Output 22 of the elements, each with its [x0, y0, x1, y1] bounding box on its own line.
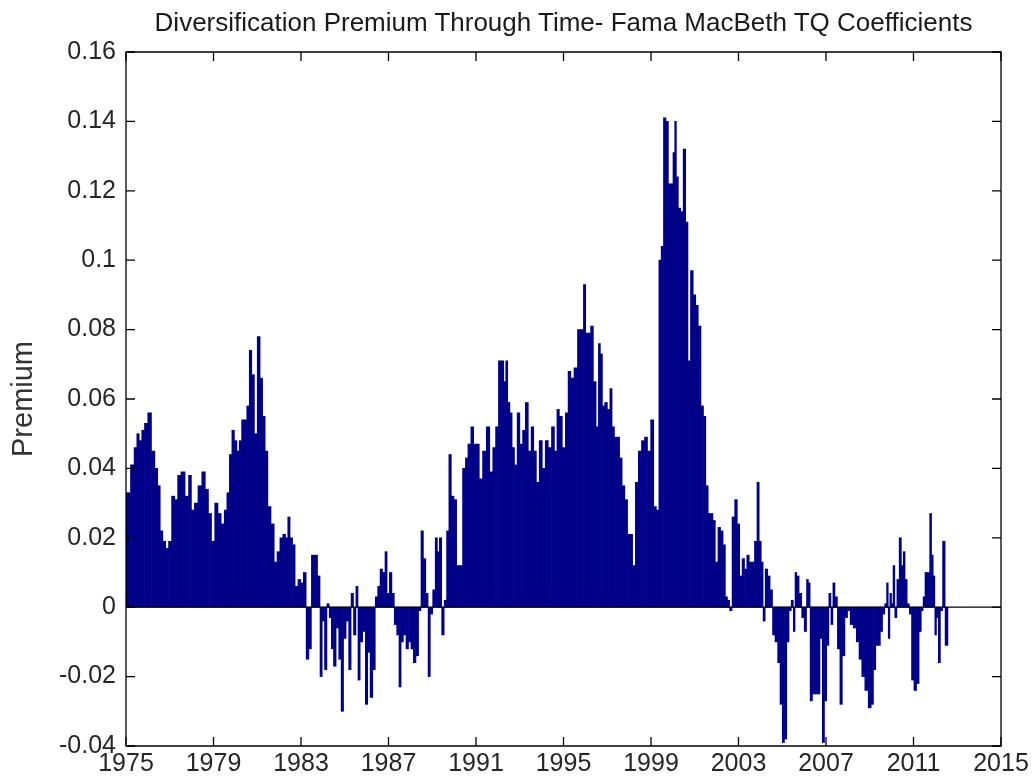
y-tick-label: 0.04 — [67, 452, 117, 481]
x-tick-label: 2007 — [798, 747, 854, 776]
y-tick-label: 0.16 — [67, 35, 116, 64]
y-tick-label: 0.06 — [67, 382, 116, 411]
x-tick-label: 1999 — [623, 747, 679, 776]
x-tick-label: 1995 — [535, 747, 592, 776]
x-tick-label: 2015 — [973, 747, 1029, 776]
y-axis-title: Premium — [6, 340, 38, 458]
y-tick-label: 0.08 — [67, 313, 116, 342]
y-tick-label: 0.14 — [67, 105, 117, 134]
x-tick-label: 2011 — [886, 747, 941, 776]
x-tick-label: 1987 — [360, 747, 417, 776]
y-tick-label: 0 — [102, 591, 116, 620]
y-tick-label: 0.1 — [81, 244, 116, 273]
x-tick-label: 1983 — [273, 747, 329, 776]
x-tick-label: 2003 — [710, 747, 767, 776]
chart-title: Diversification Premium Through Time- Fama MacBeth TQ Coefficients — [154, 7, 973, 38]
y-tick-label: 0.02 — [67, 521, 116, 550]
x-tick-label: 1979 — [185, 747, 242, 776]
y-tick-label: 0.12 — [67, 174, 116, 203]
y-tick-label: -0.02 — [59, 660, 116, 689]
x-tick-label: 1991 — [448, 747, 504, 776]
